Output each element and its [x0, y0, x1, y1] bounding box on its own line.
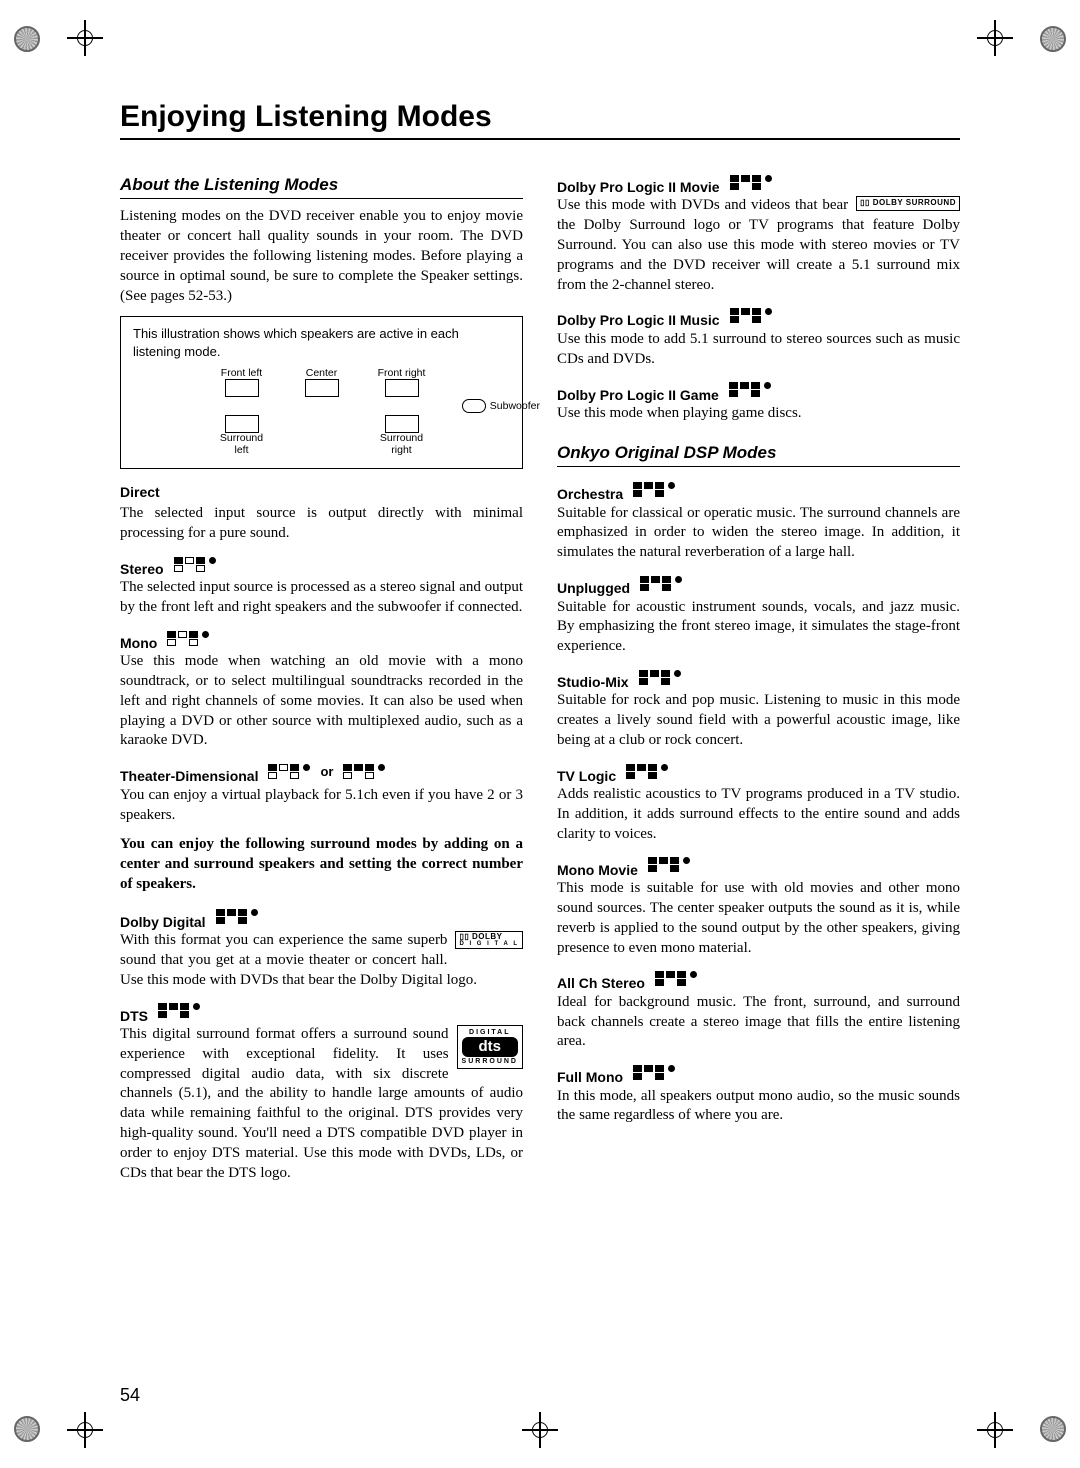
mode-name: Studio-Mix [557, 673, 629, 691]
speaker-icon [266, 764, 312, 779]
mode-desc: In this mode, all speakers output mono a… [557, 1087, 960, 1127]
content-columns: About the Listening Modes Listening mode… [120, 168, 960, 1189]
mode-desc: Use this mode to add 5.1 surround to ste… [557, 330, 960, 370]
mode-name: Direct [120, 484, 160, 500]
mode-desc: Suitable for rock and pop music. Listeni… [557, 691, 960, 750]
mode-name: TV Logic [557, 767, 616, 785]
mode-name: Dolby Digital [120, 913, 206, 931]
speaker-icon [624, 764, 670, 779]
or-label: or [320, 763, 333, 780]
mode-pl2-movie: Dolby Pro Logic II Movie ▯▯ DOLBY SURROU… [557, 168, 960, 295]
mode-tv-logic: TV Logic Adds realistic acoustics to TV … [557, 757, 960, 845]
speaker-icon [646, 857, 692, 872]
registration-mark [983, 1418, 1007, 1442]
speaker-icon [631, 482, 677, 497]
registration-mark [983, 26, 1007, 50]
mode-pl2-music: Dolby Pro Logic II Music Use this mode t… [557, 301, 960, 369]
dolby-surround-logo-icon: ▯▯ DOLBY SURROUND [856, 196, 960, 211]
mode-name: Mono Movie [557, 861, 638, 879]
mode-orchestra: Orchestra Suitable for classical or oper… [557, 475, 960, 563]
mode-desc: DIGITAL dts SURROUND This digital surrou… [120, 1025, 523, 1183]
mode-dolby-digital: Dolby Digital ▯▯ DOLBYD I G I T A L With… [120, 903, 523, 991]
speaker-icon [727, 382, 773, 397]
crop-mark-tr [1040, 26, 1066, 52]
dolby-digital-logo-icon: ▯▯ DOLBYD I G I T A L [455, 931, 523, 949]
speaker-icon [165, 631, 211, 646]
speaker-icon [631, 1065, 677, 1080]
mode-desc: Adds realistic acoustics to TV programs … [557, 785, 960, 844]
mode-name: Unplugged [557, 579, 630, 597]
registration-mark [73, 26, 97, 50]
label-center: Center [306, 368, 338, 380]
mode-desc: Use this mode when watching an old movie… [120, 652, 523, 751]
mode-name: Mono [120, 634, 157, 652]
mode-name: All Ch Stereo [557, 974, 645, 992]
section-heading-dsp: Onkyo Original DSP Modes [557, 442, 960, 467]
illustration-caption: This illustration shows which speakers a… [133, 325, 510, 359]
left-column: About the Listening Modes Listening mode… [120, 168, 523, 1189]
speaker-illustration-box: This illustration shows which speakers a… [120, 316, 523, 469]
label-front-left: Front left [221, 368, 262, 380]
mode-name: Orchestra [557, 485, 623, 503]
speaker-icon [728, 175, 774, 190]
registration-mark [528, 1418, 552, 1442]
speaker-icon [214, 909, 260, 924]
mode-studio-mix: Studio-Mix Suitable for rock and pop mus… [557, 663, 960, 751]
page-number: 54 [120, 1385, 140, 1406]
section-heading-about: About the Listening Modes [120, 174, 523, 199]
crop-mark-tl [14, 26, 40, 52]
speaker-diagram: Front left Center Front right Subwoofer … [133, 368, 510, 457]
mode-dts: DTS DIGITAL dts SURROUND This digital su… [120, 997, 523, 1184]
mode-name: DTS [120, 1007, 148, 1025]
mode-direct: Direct The selected input source is outp… [120, 483, 523, 543]
crop-mark-bl [14, 1416, 40, 1442]
mode-mono-movie: Mono Movie This mode is suitable for use… [557, 851, 960, 959]
page-title: Enjoying Listening Modes [120, 100, 960, 140]
intro-text: Listening modes on the DVD receiver enab… [120, 207, 523, 306]
mode-name: Dolby Pro Logic II Music [557, 311, 720, 329]
mode-pl2-game: Dolby Pro Logic II Game Use this mode wh… [557, 376, 960, 424]
speaker-icon [638, 576, 684, 591]
registration-mark [73, 1418, 97, 1442]
mode-desc: ▯▯ DOLBY SURROUND Use this mode with DVD… [557, 196, 960, 295]
surround-note: You can enjoy the following surround mod… [120, 835, 523, 894]
mode-desc: Use this mode when playing game discs. [557, 404, 960, 424]
mode-unplugged: Unplugged Suitable for acoustic instrume… [557, 569, 960, 657]
mode-desc: Ideal for background music. The front, s… [557, 993, 960, 1052]
mode-mono: Mono Use this mode when watching an old … [120, 624, 523, 751]
mode-desc: Suitable for acoustic instrument sounds,… [557, 598, 960, 657]
mode-desc: ▯▯ DOLBYD I G I T A L With this format y… [120, 931, 523, 990]
mode-stereo: Stereo The selected input source is proc… [120, 550, 523, 618]
mode-name: Theater-Dimensional [120, 767, 258, 785]
speaker-icon [728, 308, 774, 323]
mode-name: Dolby Pro Logic II Game [557, 386, 719, 404]
right-column: Dolby Pro Logic II Movie ▯▯ DOLBY SURROU… [557, 168, 960, 1189]
label-front-right: Front right [378, 368, 426, 380]
speaker-icon [653, 971, 699, 986]
mode-name: Dolby Pro Logic II Movie [557, 178, 720, 196]
mode-full-mono: Full Mono In this mode, all speakers out… [557, 1058, 960, 1126]
mode-all-ch-stereo: All Ch Stereo Ideal for background music… [557, 964, 960, 1052]
mode-desc: Suitable for classical or operatic music… [557, 504, 960, 563]
label-surround-right: Surround right [373, 433, 431, 456]
mode-desc: This mode is suitable for use with old m… [557, 879, 960, 958]
label-surround-left: Surround left [213, 433, 271, 456]
speaker-icon [172, 557, 218, 572]
speaker-icon [341, 764, 387, 779]
dts-logo-icon: DIGITAL dts SURROUND [457, 1025, 523, 1069]
mode-desc: The selected input source is output dire… [120, 504, 523, 544]
crop-mark-br [1040, 1416, 1066, 1442]
mode-name: Stereo [120, 560, 164, 578]
label-subwoofer: Subwoofer [490, 401, 540, 413]
mode-name: Full Mono [557, 1068, 623, 1086]
mode-desc: You can enjoy a virtual playback for 5.1… [120, 786, 523, 826]
mode-theater-dimensional: Theater-Dimensional or You can enjoy a v… [120, 757, 523, 825]
mode-desc: The selected input source is processed a… [120, 578, 523, 618]
speaker-icon [156, 1003, 202, 1018]
speaker-icon [637, 670, 683, 685]
